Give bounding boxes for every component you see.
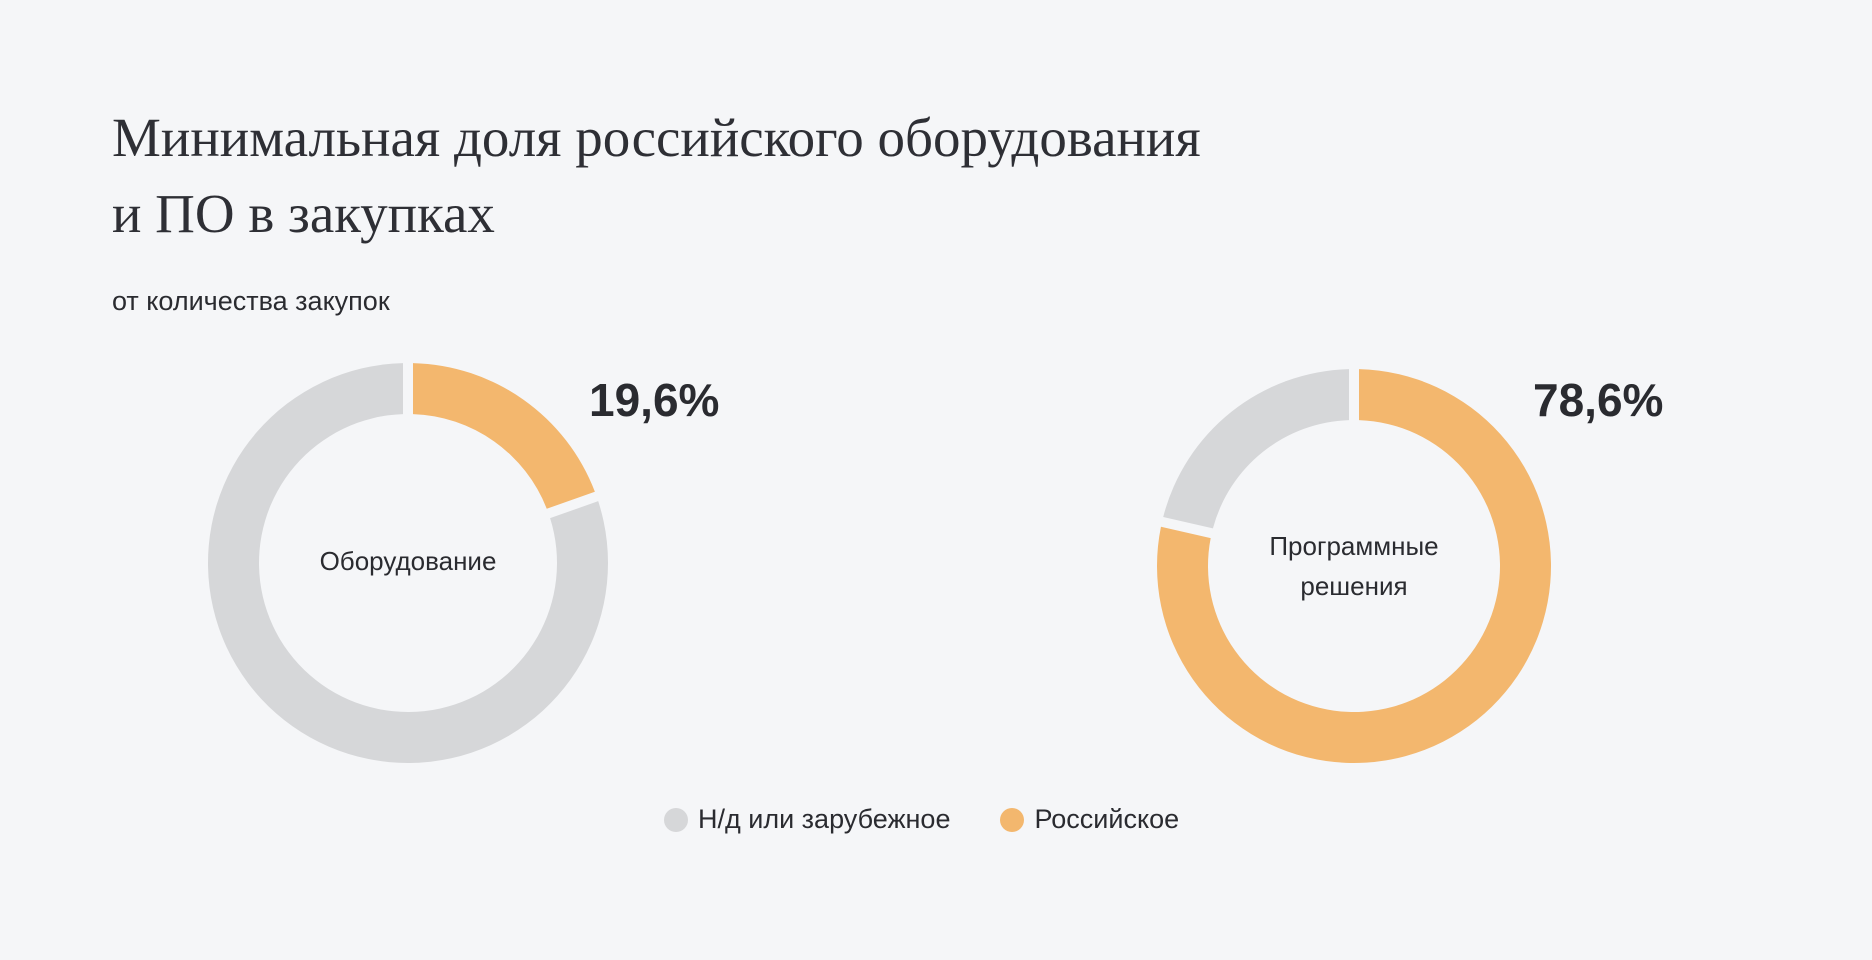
donut-software-center-label: Программные решения: [1269, 526, 1438, 606]
legend-label-foreign: Н/д или зарубежное: [698, 804, 951, 834]
donut-equipment-center-label: Оборудование: [320, 541, 497, 581]
chart-title-line-2: и ПО в закупках: [112, 183, 495, 244]
legend-item-russian: Российское: [1000, 804, 1179, 835]
donut-slice-russian: [412, 363, 595, 509]
legend-swatch-russian: [1000, 807, 1025, 832]
legend-swatch-foreign: [664, 807, 688, 832]
center-label-line: решения: [1300, 571, 1408, 601]
legend: Н/д или зарубежное Российское: [664, 804, 1229, 835]
donut-equipment-percent-label: 19,6%: [589, 374, 720, 426]
legend-label-russian: Российское: [1034, 804, 1180, 834]
center-label-line: Оборудование: [319, 546, 497, 576]
legend-item-foreign: Н/д или зарубежное: [664, 804, 950, 835]
center-label-line: Программные: [1269, 531, 1439, 561]
donut-software-percent-label: 78,6%: [1533, 374, 1664, 426]
donut-slice-foreign: [1163, 369, 1350, 529]
chart-subtitle: от количества закупок: [112, 286, 390, 316]
chart-title-line-1: Минимальная доля российского оборудовани…: [112, 107, 1201, 168]
chart-title: Минимальная доля российского оборудовани…: [112, 100, 1512, 252]
